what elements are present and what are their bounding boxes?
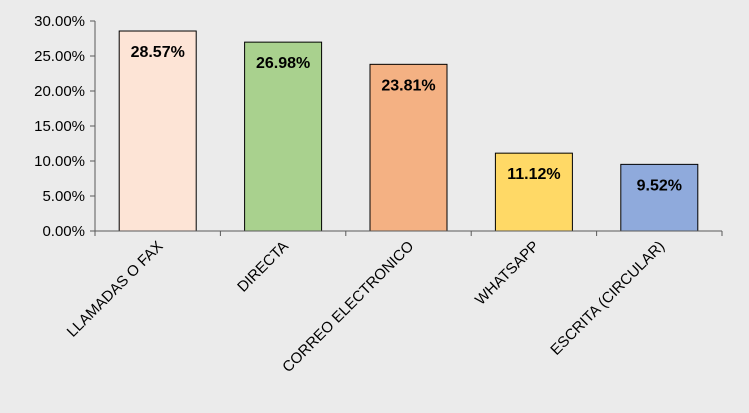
y-tick-label: 5.00% xyxy=(42,188,85,205)
y-tick-label: 25.00% xyxy=(34,48,85,65)
data-labels-group: 28.57% 26.98% 23.81% 11.12% 9.52% xyxy=(131,44,682,194)
data-label: 9.52% xyxy=(637,177,682,194)
x-category-label: LLAMADAS O FAX xyxy=(64,238,167,341)
data-label: 28.57% xyxy=(131,44,185,61)
x-category-label: CORREO ELECTRONICO xyxy=(279,238,417,376)
y-tick-label: 20.00% xyxy=(34,83,85,100)
bar-1 xyxy=(244,41,323,232)
data-label: 23.81% xyxy=(381,77,435,94)
y-tick-label: 30.00% xyxy=(34,13,85,30)
bar-4 xyxy=(620,163,699,232)
data-label: 26.98% xyxy=(256,55,310,72)
x-category-label: DIRECTA xyxy=(234,238,292,296)
y-tick-label: 15.00% xyxy=(34,118,85,135)
bar-3 xyxy=(494,152,573,232)
x-category-label: WHATSAPP xyxy=(472,238,543,309)
bars-group xyxy=(118,30,699,232)
data-label: 11.12% xyxy=(507,166,560,183)
y-tick-label: 10.00% xyxy=(34,153,85,170)
x-category-label: ESCRITA (CIRCULAR) xyxy=(547,238,668,359)
bar-2 xyxy=(369,63,448,232)
y-axis-ticks: 0.00% 5.00% 10.00% 15.00% 20.00% 25.00% 30.00% xyxy=(34,13,95,240)
y-tick-label: 0.00% xyxy=(42,223,85,240)
